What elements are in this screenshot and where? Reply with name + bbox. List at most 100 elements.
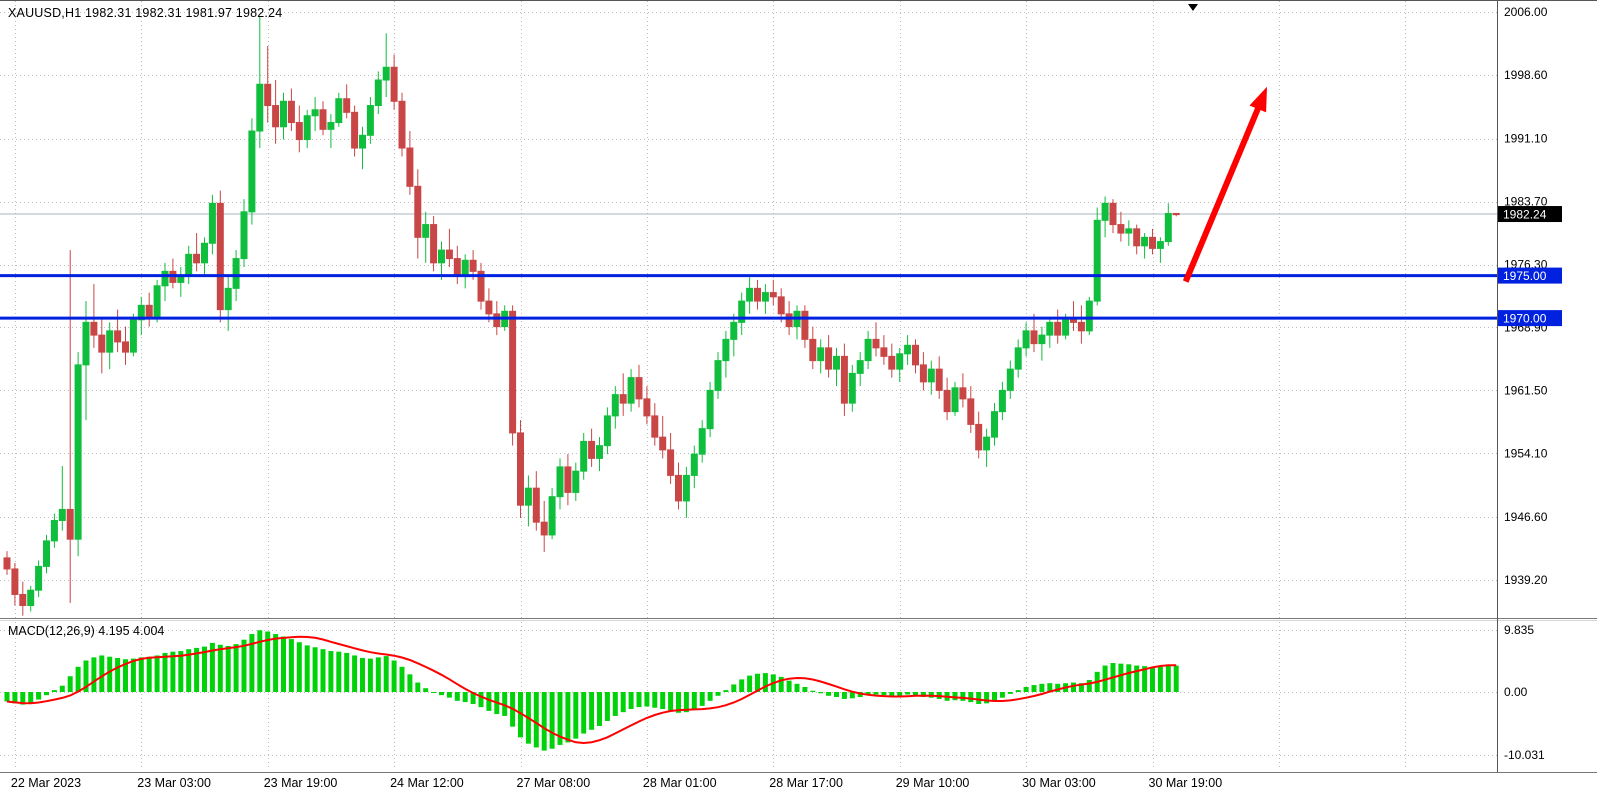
macd-histogram-bar [462,692,468,703]
candle-body [927,368,935,383]
macd-histogram-bar [233,644,239,692]
candle-body [722,338,730,362]
candle-body [351,111,359,149]
candle-body [264,83,272,107]
macd-histogram-bar [1078,683,1084,692]
candle-body [366,105,374,136]
candle-body [706,389,714,430]
candle-body [122,341,129,353]
macd-histogram-bar [99,655,105,692]
grid [0,1,1497,770]
macd-histogram-bar [565,692,571,743]
macd-histogram-bar [107,656,113,692]
candle-body [635,377,643,400]
macd-histogram-bar [478,692,484,708]
candle-body [1093,219,1101,302]
candle-body [659,436,667,451]
candle-body [1046,321,1054,336]
macd-histogram-bar [502,692,508,716]
time-axis-label: 28 Mar 01:00 [643,776,717,790]
candle-body [943,389,951,413]
candle-body [390,66,398,102]
macd-histogram-bar [857,692,863,698]
macd-histogram-bar [399,666,405,692]
candle-body [224,287,232,311]
candle-body [746,287,754,302]
candle-body [1022,330,1030,349]
macd-histogram-bar [1031,685,1037,692]
candle-body [303,115,311,141]
macd-histogram-bar [968,692,974,703]
candle-body [145,304,153,317]
macd-histogram-bar [36,692,42,700]
candle-body [1062,317,1070,336]
macd-histogram-bar [612,692,618,716]
price-axis-tick-label: 2006.00 [1504,5,1548,19]
hline-price-tag-label: 1970.00 [1503,312,1547,326]
hline-price-tag[interactable]: 1970.00 [1498,310,1562,327]
macd-histogram-bar [265,631,271,692]
time-axis[interactable]: 22 Mar 2023 23 Mar 03:00 23 Mar 19:00 24 Ma… [11,776,1222,790]
candle-body [272,105,280,128]
candle-body [422,224,430,238]
candle-body [730,321,738,340]
macd-histogram-bar [999,692,1005,698]
candle-body [848,372,856,404]
candle-body [651,415,659,438]
candle-body [1164,213,1172,243]
macd-histogram-bar [920,692,926,698]
candle-body [524,487,532,506]
candle-body [106,330,114,353]
candle-body [35,565,43,591]
macd-histogram-bar [604,692,610,721]
candle-body [1149,236,1156,249]
candle-body [90,321,98,336]
trend-arrow-annotation[interactable] [1182,86,1267,283]
macd-histogram-bar [249,634,255,692]
candle-body [161,270,169,287]
macd-histogram-bar [360,657,365,692]
candle-body [532,487,540,523]
macd-histogram-bar [1118,663,1124,692]
macd-histogram-bar [620,692,626,713]
macd-histogram-bar [897,692,903,696]
macd-histogram-bar [723,690,729,692]
candle-body [682,474,690,502]
macd-histogram-bar [225,646,231,692]
macd-histogram-bar [115,657,121,692]
macd-histogram-bar [146,656,152,692]
price-axis-tick-label: 1961.50 [1504,383,1548,397]
candle-body [1117,224,1125,234]
chart-shift-marker[interactable] [1188,4,1198,11]
macd-histogram-bar [28,692,34,704]
macd-histogram-bar [375,657,381,692]
macd-histogram-bar [59,685,65,692]
arrow-shaft [1182,104,1263,283]
macd-axis-tick-label: 0.00 [1504,685,1528,699]
macd-histogram-bar [889,692,895,697]
macd-histogram-bar [691,692,697,710]
macd-histogram-bar [162,652,168,692]
macd-histogram-bar [755,673,760,692]
candle-body [517,432,524,506]
macd-histogram-bar [75,666,81,692]
macd-histogram-bar [178,651,184,692]
macd-histogram-bar [976,692,982,704]
macd-histogram-bar [352,655,358,692]
macd-histogram-bar [281,636,286,692]
macd-histogram-bar [873,692,879,695]
candle-body [193,253,201,264]
macd-histogram-bar [739,679,745,692]
candle-body [690,453,698,476]
candle-body [208,202,216,244]
candle-body [398,100,406,149]
macd-histogram-bar [1086,680,1092,692]
candle-body [493,313,501,328]
hline-price-tag[interactable]: 1975.00 [1498,267,1562,284]
macd-axis-tick-label: 9.835 [1504,623,1534,637]
macd-histogram-bar [557,692,563,745]
macd-histogram-bar [391,660,397,692]
macd-histogram-bar [20,692,26,705]
